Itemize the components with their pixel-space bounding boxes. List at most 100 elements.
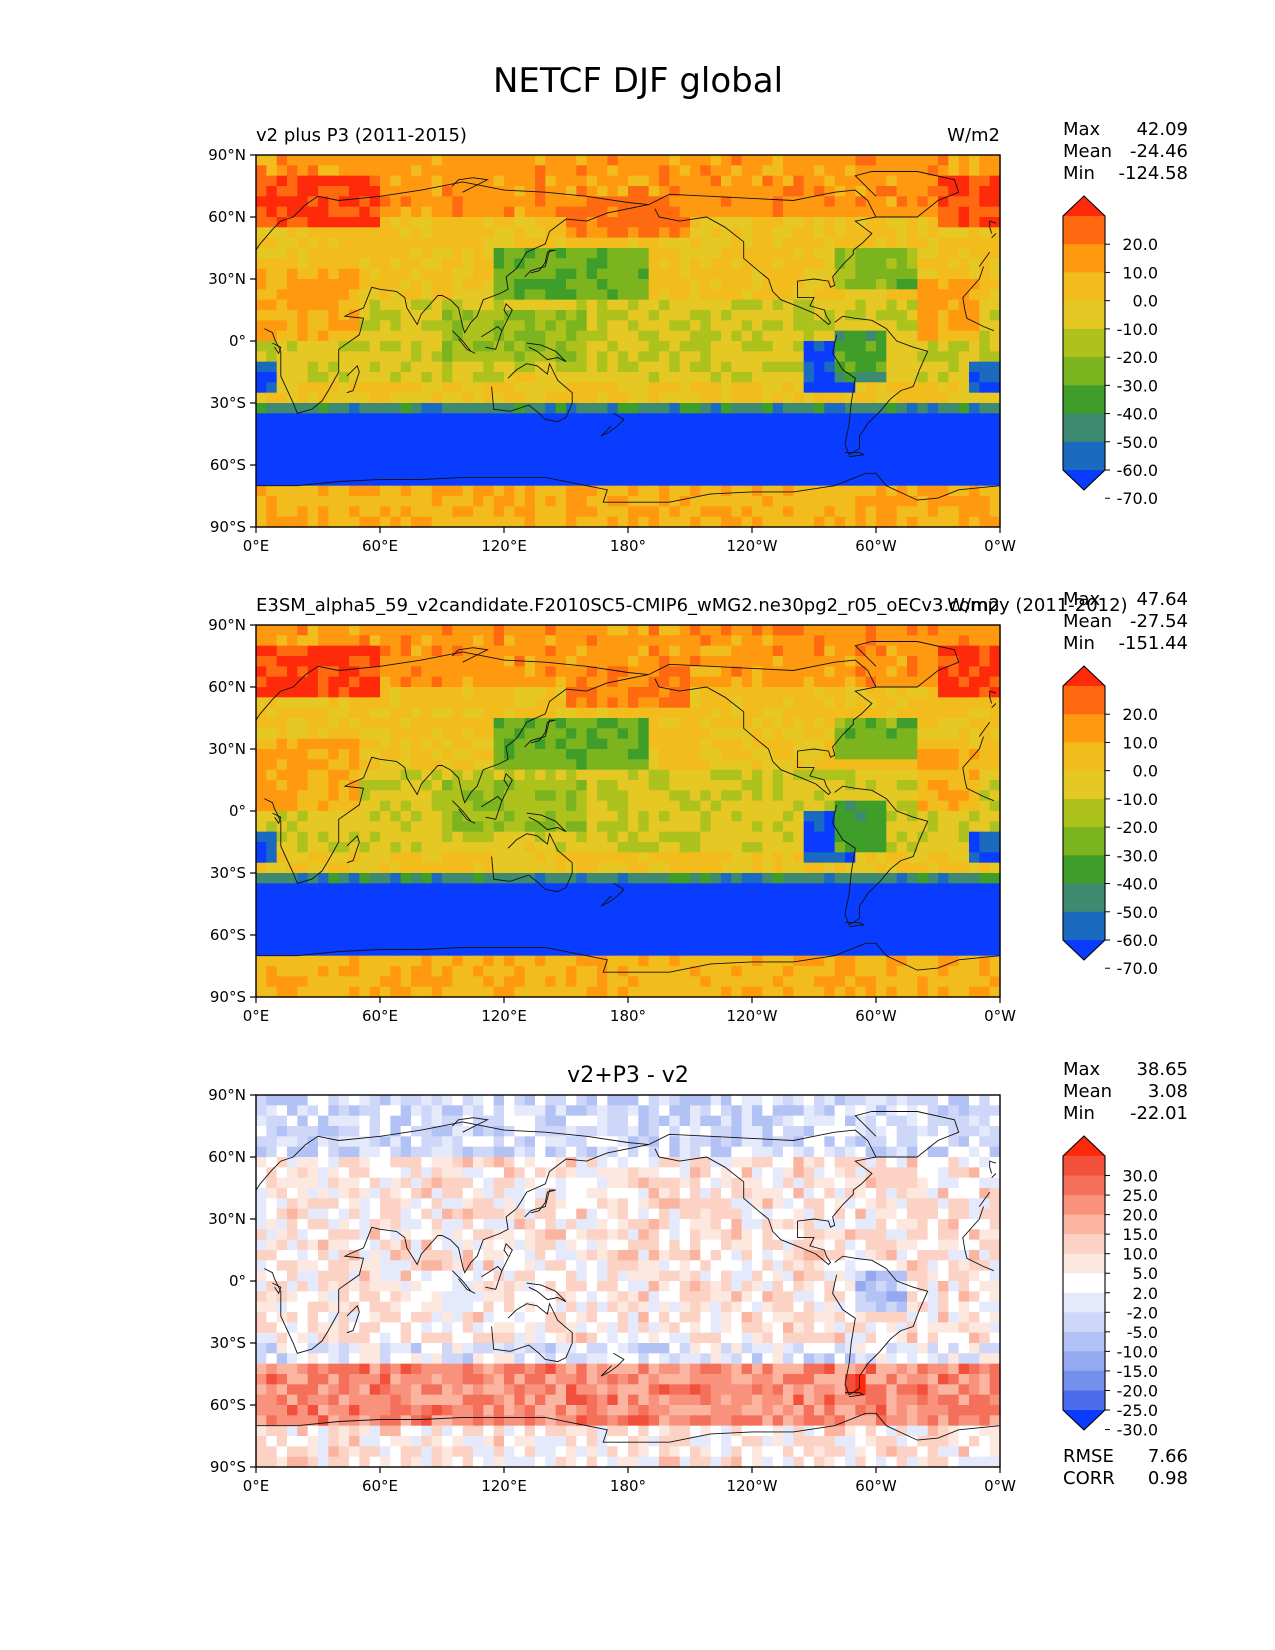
field-cell [989, 873, 1001, 884]
field-cell [607, 738, 619, 750]
field-cell [803, 155, 815, 166]
field-cell [855, 831, 867, 843]
field-cell [741, 413, 753, 425]
field-cell [462, 893, 474, 905]
field-cell [504, 666, 515, 678]
field-cell [989, 155, 1001, 166]
field-cell [938, 893, 949, 905]
field-cell [297, 382, 309, 394]
field-cell [566, 883, 577, 895]
field-cell [659, 842, 670, 853]
field-cell [607, 413, 619, 425]
field-cell [318, 728, 329, 740]
field-cell [483, 914, 495, 926]
field-cell [576, 434, 588, 445]
field-cell [607, 656, 619, 667]
field-cell [814, 413, 825, 425]
field-cell [617, 697, 629, 709]
field-cell [762, 645, 774, 657]
field-cell [989, 645, 1001, 657]
field-cell [390, 217, 402, 228]
field-cell [607, 769, 619, 781]
field-cell [814, 454, 825, 466]
field-cell [431, 227, 443, 239]
field-cell [566, 475, 577, 487]
field-cell [328, 625, 340, 636]
field-cell [762, 506, 774, 518]
field-cell [845, 842, 856, 853]
field-cell [628, 279, 639, 290]
field-cell [276, 423, 288, 435]
field-cell [473, 351, 484, 363]
field-cell [793, 155, 805, 166]
field-cell [555, 403, 567, 414]
field-cell [803, 465, 815, 476]
field-cell [297, 403, 309, 414]
field-cell [721, 914, 732, 926]
field-cell [566, 444, 577, 456]
field-cell [442, 666, 453, 678]
field-cell [958, 873, 970, 884]
field-cell [493, 842, 505, 853]
field-cell [628, 852, 639, 864]
field-cell [256, 759, 267, 771]
field-cell [545, 687, 557, 698]
field-cell [731, 738, 743, 750]
field-cell [762, 811, 774, 822]
field-cell [586, 227, 598, 239]
field-cell [907, 361, 918, 373]
field-cell [834, 749, 846, 760]
field-cell [369, 165, 381, 177]
field-cell [318, 268, 329, 280]
field-cell [948, 893, 960, 905]
field-cell [896, 780, 908, 791]
field-cell [524, 413, 536, 425]
field-cell [969, 625, 980, 636]
field-cell [679, 320, 691, 332]
field-cell [390, 196, 402, 208]
field-cell [938, 790, 949, 802]
field-cell [473, 434, 484, 445]
field-cell [669, 842, 681, 853]
field-cell [473, 506, 484, 518]
field-cell [473, 676, 484, 688]
field-cell [597, 749, 608, 760]
field-cell [359, 248, 371, 259]
field-cell [555, 341, 567, 352]
field-cell [607, 165, 619, 177]
field-cell [896, 697, 908, 709]
field-cell [638, 935, 650, 946]
field-cell [504, 434, 515, 445]
field-cell [369, 852, 381, 864]
field-cell [256, 707, 267, 719]
field-cell [679, 780, 691, 791]
field-cell [628, 842, 639, 853]
field-cell [359, 625, 371, 636]
field-cell [400, 516, 412, 528]
field-cell [876, 341, 887, 352]
field-cell [566, 320, 577, 332]
field-cell [493, 496, 505, 507]
field-cell [462, 237, 474, 249]
coastline [600, 412, 625, 437]
field-cell [462, 372, 474, 383]
colorbar-segment [1063, 328, 1105, 358]
field-cell [834, 935, 846, 946]
field-cell [524, 852, 536, 864]
field-cell [586, 707, 598, 719]
field-cell [752, 496, 763, 507]
field-cell [462, 687, 474, 698]
field-cell [421, 496, 433, 507]
field-cell [752, 258, 763, 270]
field-cell [617, 790, 629, 802]
field-cell [783, 821, 794, 833]
field-cell [483, 227, 495, 239]
field-cell [607, 790, 619, 802]
y-tick-label: 60°N [208, 208, 246, 226]
field-cell [814, 728, 825, 740]
field-cell [431, 935, 443, 946]
field-cell [824, 625, 836, 636]
field-cell [473, 945, 484, 957]
field-cell [690, 728, 701, 740]
field-cell [917, 862, 929, 874]
